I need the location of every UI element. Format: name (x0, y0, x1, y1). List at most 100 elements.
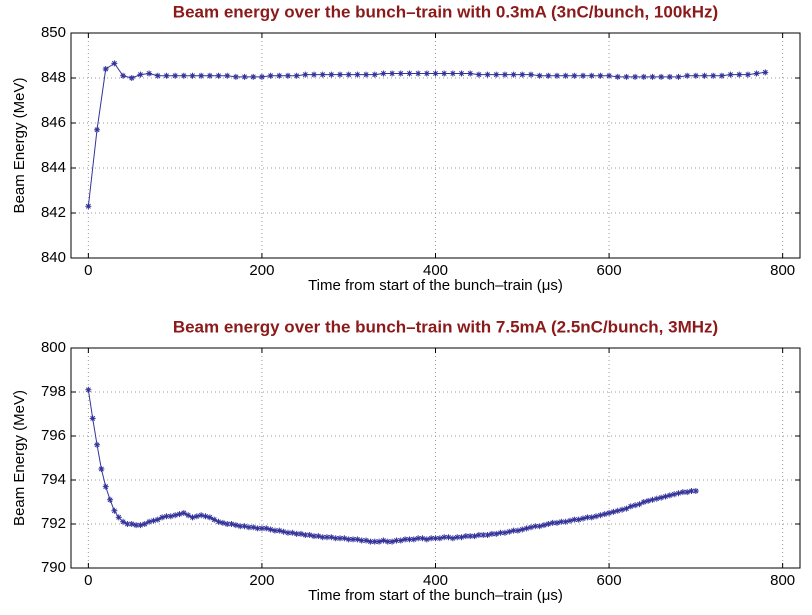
data-point (571, 516, 578, 523)
data-point (276, 72, 283, 79)
data-point (627, 503, 634, 510)
data-point (692, 488, 699, 494)
data-point (584, 514, 591, 521)
data-point (684, 72, 691, 79)
data-point (597, 72, 604, 79)
data-point (172, 72, 179, 79)
data-point (493, 71, 500, 78)
data-point (354, 71, 361, 78)
plot-frame (70, 347, 801, 569)
data-point (402, 536, 409, 543)
data-point (593, 513, 600, 520)
data-point (341, 535, 348, 542)
data-point (232, 73, 239, 80)
data-point (445, 534, 452, 541)
data-point (675, 490, 682, 497)
data-point (484, 532, 491, 538)
data-point (415, 535, 422, 542)
data-point (180, 72, 187, 79)
data-point (649, 496, 656, 503)
data-point (580, 515, 587, 522)
chart-title: Beam energy over the bunch–train with 7.… (173, 317, 718, 336)
y-tick-label: 850 (41, 24, 66, 41)
data-point (432, 70, 439, 77)
data-point (311, 71, 317, 78)
data-point (606, 510, 613, 516)
data-point (653, 495, 660, 502)
data-point (519, 71, 526, 78)
data-point (580, 72, 587, 79)
data-point (744, 71, 751, 78)
data-point (111, 507, 118, 514)
data-point (610, 508, 617, 515)
data-point (636, 501, 643, 508)
data-point (632, 502, 639, 509)
data-point (324, 534, 331, 541)
data-point (462, 533, 469, 540)
data-point (319, 534, 326, 541)
data-point (137, 71, 144, 78)
data-point (449, 70, 456, 77)
y-tick-label: 794 (41, 471, 66, 488)
data-point (632, 73, 639, 80)
data-point (614, 507, 621, 514)
data-point (449, 535, 456, 542)
data-point (332, 535, 339, 542)
data-point (89, 415, 96, 422)
data-point (666, 492, 673, 499)
data-point (545, 72, 552, 79)
data-point (536, 523, 543, 530)
data-point (410, 536, 417, 543)
data-point (311, 533, 317, 540)
data-point (415, 70, 422, 77)
data-point (189, 514, 196, 521)
data-point (571, 72, 578, 79)
data-point (376, 538, 383, 545)
data-point (640, 499, 647, 505)
data-point (688, 488, 695, 494)
data-point (718, 72, 725, 79)
data-point (406, 536, 413, 543)
x-tick-label: 400 (423, 262, 448, 279)
data-point (193, 513, 200, 520)
data-point (432, 535, 439, 542)
data-point (540, 522, 547, 529)
data-point (289, 529, 296, 536)
x-tick-label: 800 (770, 262, 795, 279)
data-point (358, 537, 365, 544)
data-point (306, 532, 313, 538)
data-point (258, 525, 265, 532)
data-point (133, 522, 140, 529)
data-point (128, 521, 135, 527)
data-point (389, 70, 396, 77)
data-point (167, 513, 174, 520)
data-point (154, 516, 161, 523)
data-point (85, 203, 92, 210)
data-point (85, 386, 92, 393)
data-point (389, 538, 396, 545)
x-tick-label: 800 (770, 572, 795, 589)
data-point (232, 522, 239, 529)
data-point (276, 527, 283, 534)
y-tick-label: 848 (41, 69, 66, 86)
data-point (98, 466, 105, 472)
data-point (619, 506, 626, 513)
data-point (363, 537, 370, 544)
data-point (488, 530, 495, 537)
data-point (176, 511, 183, 518)
data-point (614, 73, 621, 80)
data-point (146, 518, 153, 525)
data-point (102, 66, 109, 72)
data-point (163, 513, 170, 520)
data-point (241, 523, 248, 530)
data-point (736, 71, 743, 78)
data-point (384, 538, 391, 545)
data-point (675, 73, 682, 80)
data-point (428, 535, 435, 542)
y-tick-label: 790 (41, 559, 66, 576)
data-point (423, 536, 430, 543)
data-point (458, 534, 465, 541)
data-point (367, 538, 374, 545)
data-point (302, 532, 309, 538)
